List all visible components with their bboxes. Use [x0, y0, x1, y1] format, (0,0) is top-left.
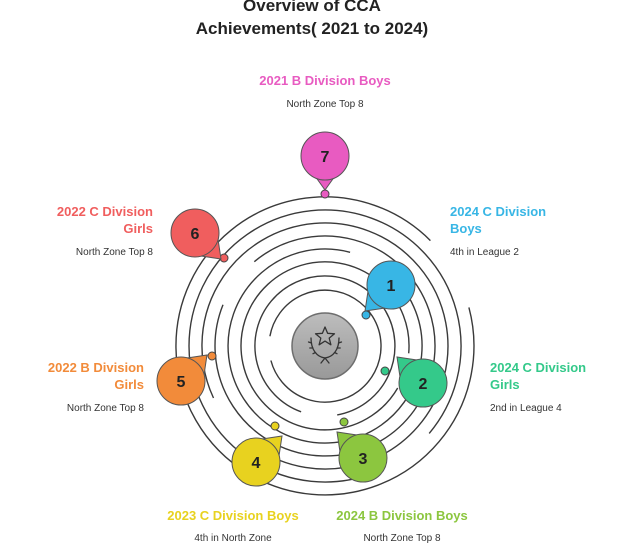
item-title-6: 2022 C Division Girls — [20, 203, 153, 237]
item-detail-4: 4th in North Zone — [194, 533, 272, 544]
laurel-star-icon — [307, 326, 343, 364]
bubble-fill-2 — [400, 360, 446, 406]
item-detail-1: 4th in League 2 — [450, 247, 519, 258]
item-title-1: 2024 C Division Boys — [450, 203, 600, 237]
bubble-number-5: 5 — [177, 374, 186, 391]
marker-2: 2 — [396, 356, 448, 408]
ring-dot-2 — [380, 366, 390, 376]
bubble-number-3: 3 — [359, 451, 368, 468]
bubble-fill-5 — [158, 358, 204, 404]
item-title-line2-1: Boys — [450, 221, 482, 236]
item-title-line2-5: Girls — [114, 377, 144, 392]
marker-1: 1 — [364, 260, 416, 312]
track-ring-4 — [227, 248, 423, 444]
item-title-4: 2023 C Division Boys — [158, 507, 308, 524]
track-ring-5 — [214, 235, 436, 457]
bubble-number-7: 7 — [321, 149, 330, 166]
item-title-line1-2: 2024 C Division — [490, 360, 587, 375]
track-ring-2 — [254, 275, 396, 416]
item-title-line1-1: 2024 C Division — [450, 204, 547, 219]
item-detail-6: North Zone Top 8 — [75, 247, 153, 258]
center-circle — [291, 312, 359, 380]
item-title-2: 2024 C Division Girls — [490, 359, 600, 393]
ring-dot-3 — [339, 417, 349, 427]
ring-dot-4 — [270, 421, 280, 431]
item-detail-5: North Zone Top 8 — [66, 403, 144, 414]
item-detail-7: North Zone Top 8 — [286, 99, 364, 110]
item-title-line2-2: Girls — [490, 377, 520, 392]
bubble-fill-6 — [172, 210, 218, 256]
bubble-fill-1 — [368, 262, 414, 308]
item-detail-3: North Zone Top 8 — [363, 533, 441, 544]
item-title-line1-7: 2021 B Division Boys — [259, 73, 391, 88]
title-line-1: Overview of CCA — [243, 0, 381, 15]
ring-dot-7 — [320, 189, 330, 199]
item-detail-2: 2nd in League 4 — [490, 403, 562, 414]
item-title-line1-4: 2023 C Division Boys — [167, 508, 299, 523]
bubble-number-2: 2 — [419, 376, 428, 393]
marker-6: 6 — [170, 208, 222, 260]
item-title-5: 2022 B Division Girls — [20, 359, 144, 393]
marker-5: 5 — [156, 354, 208, 406]
ring-dot-1 — [361, 310, 371, 320]
item-title-line1-6: 2022 C Division — [56, 204, 153, 219]
track-ring-1 — [269, 289, 382, 403]
marker-3: 3 — [336, 431, 388, 483]
item-title-line1-5: 2022 B Division — [47, 360, 144, 375]
item-title-line1-3: 2024 B Division Boys — [336, 508, 468, 523]
bubble-fill-4 — [233, 439, 279, 485]
bubble-number-1: 1 — [387, 278, 396, 295]
bubble-number-4: 4 — [252, 455, 261, 472]
track-ring-8 — [175, 196, 475, 496]
bubble-fill-3 — [340, 435, 386, 481]
center-emblem — [291, 312, 359, 380]
item-title-3: 2024 B Division Boys — [332, 507, 472, 524]
ring-dot-5 — [207, 351, 217, 361]
item-title-line2-6: Girls — [123, 221, 153, 236]
bubble-fill-7 — [302, 133, 348, 179]
marker-7: 7 — [300, 131, 350, 191]
title-line-2: Achievements( 2021 to 2024) — [195, 19, 429, 38]
bubble-number-6: 6 — [191, 226, 200, 243]
item-markers: 1 2 3 4 5 6 7 — [156, 131, 448, 487]
item-title-7: 2021 B Division Boys — [225, 72, 425, 89]
marker-4: 4 — [231, 435, 283, 487]
